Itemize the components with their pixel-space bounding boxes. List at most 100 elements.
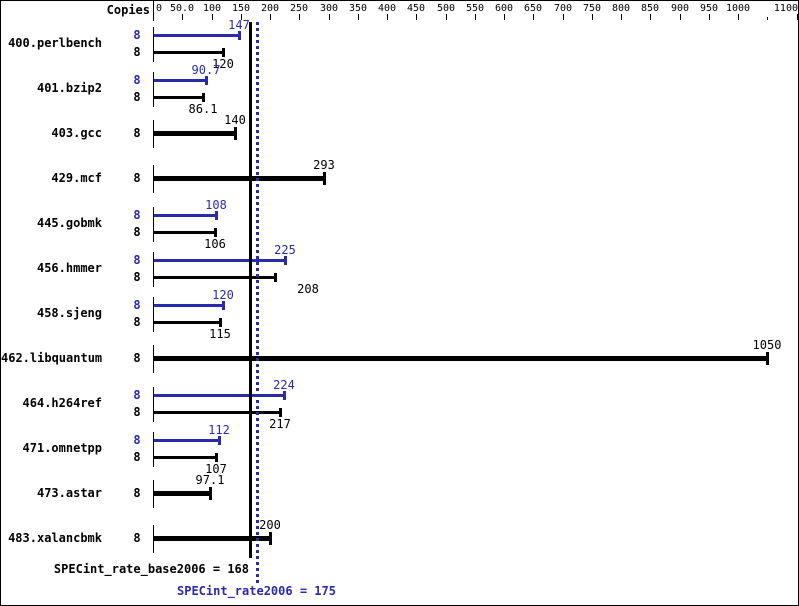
axis-tick-mark — [650, 14, 651, 20]
axis-tick-label: 300 — [319, 3, 339, 14]
base-value-label: 86.1 — [188, 102, 218, 116]
summary-peak-score: SPECint_rate2006 = 175 — [177, 584, 336, 598]
copies-label-base: 8 — [133, 315, 141, 329]
peak-bar-cap — [284, 256, 287, 265]
row-axis-line — [153, 387, 154, 422]
axis-tick-label: 450 — [406, 3, 426, 14]
base-value-label: 208 — [297, 282, 319, 296]
base-value-label: 293 — [313, 158, 335, 172]
axis-tick-label: 50.0 — [169, 3, 195, 14]
base-bar-cap — [234, 127, 237, 140]
base-bar — [154, 276, 275, 279]
benchmark-label: 471.omnetpp — [22, 441, 102, 455]
axis-tick-label: 800 — [611, 3, 631, 14]
copies-label-peak: 8 — [133, 208, 141, 222]
peak-value-label: 108 — [205, 198, 227, 212]
axis-tick-mark — [299, 14, 300, 20]
peak-bar — [154, 439, 219, 442]
copies-label-base: 8 — [133, 45, 141, 59]
axis-tick-label: 550 — [465, 3, 485, 14]
row-axis-line — [153, 120, 154, 148]
base-value-label: 107 — [205, 462, 227, 476]
copies-label-peak: 8 — [133, 28, 141, 42]
copies-label-peak: 8 — [133, 433, 141, 447]
peak-value-label: 120 — [212, 288, 234, 302]
copies-label-base: 8 — [133, 405, 141, 419]
benchmark-label: 483.xalancbmk — [8, 531, 102, 545]
axis-tick-mark — [621, 14, 622, 20]
axis-tick-mark — [504, 14, 505, 20]
base-bar-cap — [202, 93, 205, 102]
copies-label-base: 8 — [133, 450, 141, 464]
base-bar-cap — [222, 48, 225, 57]
axis-tick-label: 100 — [202, 3, 222, 14]
benchmark-label: 445.gobmk — [36, 216, 102, 230]
axis-tick-label: 200 — [260, 3, 280, 14]
axis-tick-mark — [592, 14, 593, 20]
row-axis-line — [153, 525, 154, 553]
base-bar-cap — [219, 318, 222, 327]
copies-label-peak: 8 — [133, 253, 141, 267]
axis-tick-mark — [358, 14, 359, 20]
base-bar — [154, 176, 324, 181]
axis-tick-mark — [709, 14, 710, 20]
copies-label-base: 8 — [133, 90, 141, 104]
base-value-label: 200 — [259, 518, 281, 532]
base-bar-cap — [274, 273, 277, 282]
axis-tick-mark — [767, 17, 768, 20]
peak-bar-cap — [283, 391, 286, 400]
row-axis-line — [153, 432, 154, 467]
benchmark-label: 403.gcc — [51, 126, 102, 140]
peak-value-label: 112 — [208, 423, 230, 437]
peak-bar — [154, 304, 223, 307]
benchmark-label: 456.hmmer — [36, 261, 102, 275]
row-axis-line — [153, 252, 154, 287]
base-bar-cap — [766, 352, 769, 365]
base-bar-cap — [269, 532, 272, 545]
axis-tick-label: 0 — [156, 3, 163, 14]
axis-tick-label: 150 — [231, 3, 251, 14]
base-bar — [154, 411, 280, 414]
axis-tick-mark — [270, 14, 271, 20]
peak-bar-cap — [205, 76, 208, 85]
row-axis-line — [153, 207, 154, 242]
axis-tick-mark — [212, 14, 213, 20]
base-bar — [154, 321, 220, 324]
row-axis-line — [153, 165, 154, 193]
base-bar — [154, 356, 767, 361]
axis-tick-label: 1000 — [725, 3, 751, 14]
axis-tick-mark — [416, 14, 417, 20]
benchmark-label: 400.perlbench — [8, 36, 102, 50]
peak-value-label: 90.7 — [191, 63, 221, 77]
peak-value-label: 225 — [274, 243, 296, 257]
peak-bar — [154, 79, 206, 82]
axis-tick-mark — [475, 14, 476, 20]
axis-tick-mark — [241, 14, 242, 20]
axis-tick-mark — [329, 14, 330, 20]
peak-value-label: 147 — [228, 18, 250, 32]
copies-label-base: 8 — [133, 351, 141, 365]
copies-label-base: 8 — [133, 126, 141, 140]
axis-tick-label: 650 — [523, 3, 543, 14]
base-bar-cap — [209, 487, 212, 500]
row-axis-line — [153, 27, 154, 62]
copies-label-peak: 8 — [133, 73, 141, 87]
base-bar — [154, 491, 210, 496]
peak-bar-cap — [218, 436, 221, 445]
base-bar — [154, 536, 270, 541]
peak-bar — [154, 214, 216, 217]
axis-header-separator — [153, 1, 154, 21]
benchmark-label: 473.astar — [36, 486, 102, 500]
copies-column-header: Copies — [106, 3, 150, 17]
axis-tick-label: 350 — [348, 3, 368, 14]
benchmark-label: 464.h264ref — [22, 396, 102, 410]
base-bar-cap — [279, 408, 282, 417]
axis-tick-mark — [797, 14, 798, 20]
axis-tick-label: 750 — [582, 3, 602, 14]
copies-label-base: 8 — [133, 486, 141, 500]
copies-label-base: 8 — [133, 270, 141, 284]
axis-tick-label: 400 — [377, 3, 397, 14]
base-bar — [154, 51, 223, 54]
axis-tick-label: 700 — [553, 3, 573, 14]
axis-tick-label: 900 — [670, 3, 690, 14]
